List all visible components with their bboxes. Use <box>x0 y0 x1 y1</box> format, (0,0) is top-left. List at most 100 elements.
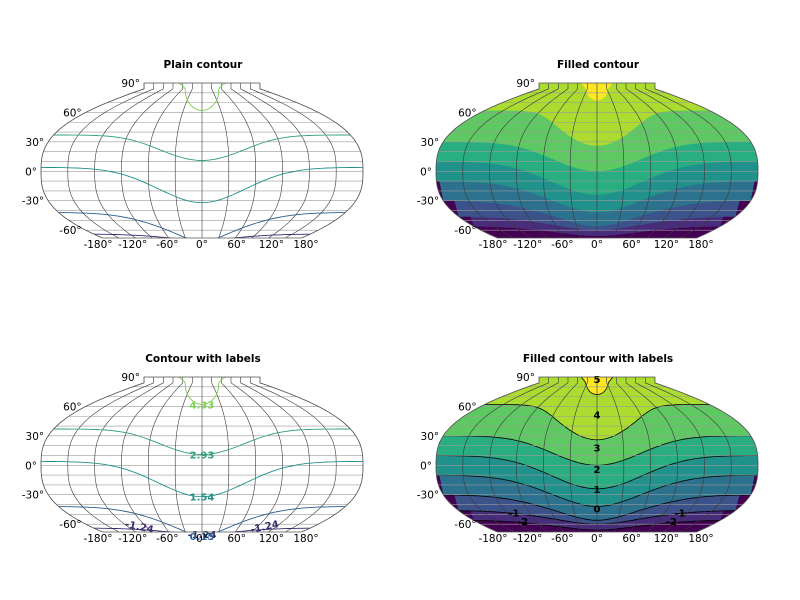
lon-tick-label: 120° <box>654 533 679 545</box>
lat-tick-label: 90° <box>516 78 535 90</box>
contour-label: 2 <box>594 465 601 476</box>
panel-filled-contour-with-labels: Filled contour with labels -2 -2-1 -101234… <box>417 353 759 545</box>
lon-tick-label: 0° <box>591 239 603 251</box>
meridian-line <box>221 83 256 238</box>
lon-tick-label: -180° <box>478 533 507 545</box>
lon-tick-label: 180° <box>688 239 713 251</box>
contour-label: -2 <box>666 517 677 528</box>
meridian-line <box>250 83 337 238</box>
contour-line <box>53 428 351 455</box>
meridian-line <box>41 83 145 238</box>
meridian-line <box>67 377 154 532</box>
contour-label: 3 <box>594 444 601 455</box>
lat-tick-label: -60° <box>454 519 476 531</box>
contour-label: 1 <box>594 485 601 496</box>
graticule <box>436 83 758 238</box>
lon-tick-label: -120° <box>118 239 147 251</box>
map-outline <box>40 376 364 533</box>
meridian-line <box>148 377 183 532</box>
meridian-line <box>645 377 732 532</box>
contour-label: 4.33 <box>190 400 215 411</box>
panel-contour-with-labels: Contour with labels -1.240.15 1.54 2.93 4.3… <box>22 353 364 545</box>
lon-tick-label: 60° <box>227 239 246 251</box>
graticule <box>41 83 363 238</box>
contour-label: 4 <box>594 410 601 421</box>
meridian-line <box>462 83 549 238</box>
contour-lines <box>41 83 363 238</box>
meridian-line <box>94 83 164 238</box>
lon-tick-label: 0° <box>196 533 208 545</box>
contour-label: 0.15 <box>190 532 215 543</box>
contour-line <box>58 212 346 238</box>
lat-tick-label: 60° <box>458 401 477 413</box>
meridian-line <box>121 83 174 238</box>
contour-label: -2 <box>517 517 528 528</box>
meridian-line <box>230 83 283 238</box>
lat-tick-label: 90° <box>121 372 140 384</box>
lat-tick-label: 0° <box>25 460 37 472</box>
meridian-line <box>645 83 732 238</box>
lon-tick-label: 180° <box>293 239 318 251</box>
lon-tick-label: -180° <box>83 533 112 545</box>
lat-tick-label: 90° <box>516 372 535 384</box>
lon-tick-label: 60° <box>622 239 641 251</box>
lat-tick-label: 30° <box>26 137 45 149</box>
meridian-line <box>569 83 588 238</box>
contour-line <box>93 233 311 238</box>
chart-title: Filled contour <box>557 59 640 71</box>
lat-tick-label: 30° <box>421 431 440 443</box>
meridian-line <box>259 83 363 238</box>
contour-label: 1.54 <box>190 493 215 504</box>
meridian-line <box>67 83 154 238</box>
lat-tick-label: -30° <box>22 196 44 208</box>
lon-tick-label: -120° <box>513 239 542 251</box>
meridian-line <box>616 83 651 238</box>
lon-tick-label: -180° <box>83 239 112 251</box>
lat-tick-label: 0° <box>420 460 432 472</box>
lon-tick-label: 120° <box>259 239 284 251</box>
lat-tick-label: 60° <box>63 107 82 119</box>
lon-tick-label: -60° <box>551 239 573 251</box>
meridian-line <box>616 377 651 532</box>
map-outline <box>435 376 759 533</box>
meridian-line <box>148 83 183 238</box>
lat-tick-label: 60° <box>63 401 82 413</box>
contour-label: -1 <box>508 508 519 519</box>
contour-line <box>41 460 363 498</box>
meridian-line <box>635 377 705 532</box>
meridian-line <box>174 377 193 532</box>
meridian-line <box>94 377 164 532</box>
meridian-line <box>230 377 283 532</box>
lat-tick-label: -30° <box>22 490 44 502</box>
meridian-line <box>240 377 310 532</box>
lat-tick-label: -60° <box>59 225 81 237</box>
lon-tick-label: 0° <box>591 533 603 545</box>
chart-title: Contour with labels <box>145 353 261 365</box>
contour-label: 5 <box>594 375 601 386</box>
contour-line <box>41 166 363 204</box>
lon-tick-label: 180° <box>688 533 713 545</box>
meridian-line <box>489 377 559 532</box>
lon-tick-label: -120° <box>513 533 542 545</box>
meridian-line <box>516 377 569 532</box>
lat-tick-label: 90° <box>121 78 140 90</box>
lat-tick-label: -30° <box>417 490 439 502</box>
contour-line <box>93 527 311 532</box>
meridian-line <box>211 377 230 532</box>
lon-tick-label: 60° <box>227 533 246 545</box>
meridian-line <box>174 83 193 238</box>
meridian-line <box>41 377 145 532</box>
contour-line <box>53 134 351 161</box>
meridian-line <box>635 83 705 238</box>
meridian-line <box>569 377 588 532</box>
map-outline <box>435 82 759 239</box>
lon-tick-label: -60° <box>156 239 178 251</box>
lon-tick-label: 60° <box>622 533 641 545</box>
contour-lines <box>41 377 363 532</box>
lon-tick-label: 180° <box>293 533 318 545</box>
lat-tick-label: 0° <box>25 166 37 178</box>
lon-tick-label: -120° <box>118 533 147 545</box>
meridian-line <box>625 83 678 238</box>
meridian-line <box>516 83 569 238</box>
